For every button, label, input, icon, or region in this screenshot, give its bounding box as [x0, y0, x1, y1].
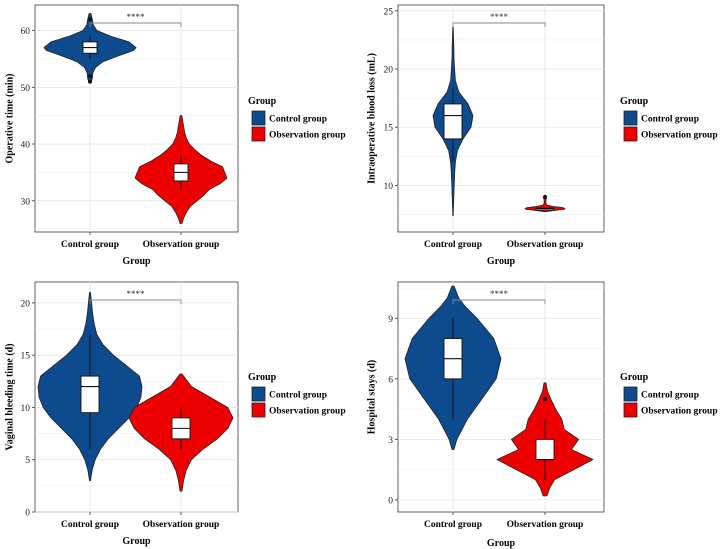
legend-label: Control group [641, 115, 699, 125]
outlier-point [88, 79, 92, 84]
y-axis-title: Intraoperative blood loss (mL) [367, 53, 378, 184]
y-tick-label: 0 [25, 509, 30, 519]
chart-panel-4: 0 3 6 9 Control group Observation group **** Gr… [367, 281, 718, 549]
significance-bracket [452, 299, 546, 304]
significance-bracket [89, 299, 182, 304]
legend: Group Control group Observation group [620, 96, 718, 142]
significance-label: **** [490, 12, 509, 22]
outlier-point [543, 397, 547, 402]
legend-label: Control group [269, 115, 327, 125]
y-tick-label: 5 [25, 456, 30, 466]
box [443, 103, 463, 140]
y-tick-label: 10 [21, 404, 31, 414]
y-tick-label: 15 [21, 352, 31, 362]
y-axis-title: Operative time (min) [5, 74, 16, 164]
x-tick-label: Control group [424, 240, 482, 250]
legend-swatch-control [623, 386, 638, 402]
legend-swatch-observation [251, 126, 266, 142]
legend-label: Observation group [641, 407, 718, 417]
legend-swatch-observation [623, 126, 638, 142]
significance-label: **** [127, 289, 146, 299]
legend-swatch-observation [623, 402, 638, 418]
legend-swatch-control [251, 386, 266, 402]
y-tick-label: 10 [384, 182, 394, 192]
x-tick-label: Observation group [143, 520, 220, 530]
y-tick-label: 6 [388, 375, 393, 385]
y-tick-label: 60 [21, 27, 31, 37]
legend: Group Control group Observation group [620, 372, 718, 418]
significance-bracket [452, 22, 546, 27]
outlier-point [88, 17, 92, 22]
x-tick-label: Observation group [143, 240, 220, 250]
x-axis-title: Group [122, 256, 151, 267]
significance-bracket [89, 22, 182, 27]
chart-panel-1: 30 40 50 60 Control group Observation group **… [5, 4, 346, 267]
legend-swatch-observation [251, 402, 266, 418]
legend-label: Control group [641, 391, 699, 401]
x-axis-title: Group [487, 256, 516, 267]
legend-swatch-control [623, 110, 638, 126]
y-tick-label: 0 [388, 496, 393, 506]
significance-label: **** [490, 289, 509, 299]
significance-label: **** [127, 12, 146, 22]
y-tick-label: 25 [384, 7, 394, 17]
chart-panel-2: 10 15 20 25 Control group Observation group **… [367, 4, 718, 267]
y-tick-label: 3 [388, 436, 393, 446]
x-tick-label: Control group [61, 520, 119, 530]
legend-label: Observation group [269, 407, 346, 417]
legend: Group Control group Observation group [248, 96, 346, 142]
x-tick-label: Control group [424, 520, 482, 530]
outlier-point [543, 195, 547, 200]
y-tick-label: 9 [388, 315, 393, 325]
y-tick-label: 15 [384, 124, 394, 134]
x-tick-label: Control group [61, 240, 119, 250]
box [535, 438, 555, 460]
legend-label: Observation group [641, 131, 718, 141]
y-tick-label: 30 [21, 197, 31, 207]
y-axis-title: Vaginal bleeding time (d) [5, 343, 16, 450]
x-tick-label: Observation group [507, 240, 584, 250]
x-axis-title: Group [487, 538, 516, 549]
plot-area [397, 4, 605, 233]
y-axis-title: Hospital stays (d) [367, 360, 378, 434]
legend-title: Group [248, 96, 277, 107]
legend-label: Control group [269, 391, 327, 401]
legend-label: Observation group [269, 131, 346, 141]
box [80, 375, 100, 414]
legend: Group Control group Observation group [248, 372, 346, 418]
outlier-point [88, 73, 92, 78]
y-tick-label: 20 [384, 66, 394, 76]
legend-title: Group [620, 372, 649, 383]
chart-panel-3: 0 5 10 15 20 Control group Observation group **… [5, 281, 346, 547]
y-tick-label: 20 [21, 299, 31, 309]
x-tick-label: Observation group [507, 520, 584, 530]
legend-title: Group [620, 96, 649, 107]
y-tick-label: 40 [21, 141, 31, 151]
y-tick-label: 50 [21, 84, 31, 94]
x-axis-title: Group [122, 536, 151, 547]
legend-swatch-control [251, 110, 266, 126]
legend-title: Group [248, 372, 277, 383]
